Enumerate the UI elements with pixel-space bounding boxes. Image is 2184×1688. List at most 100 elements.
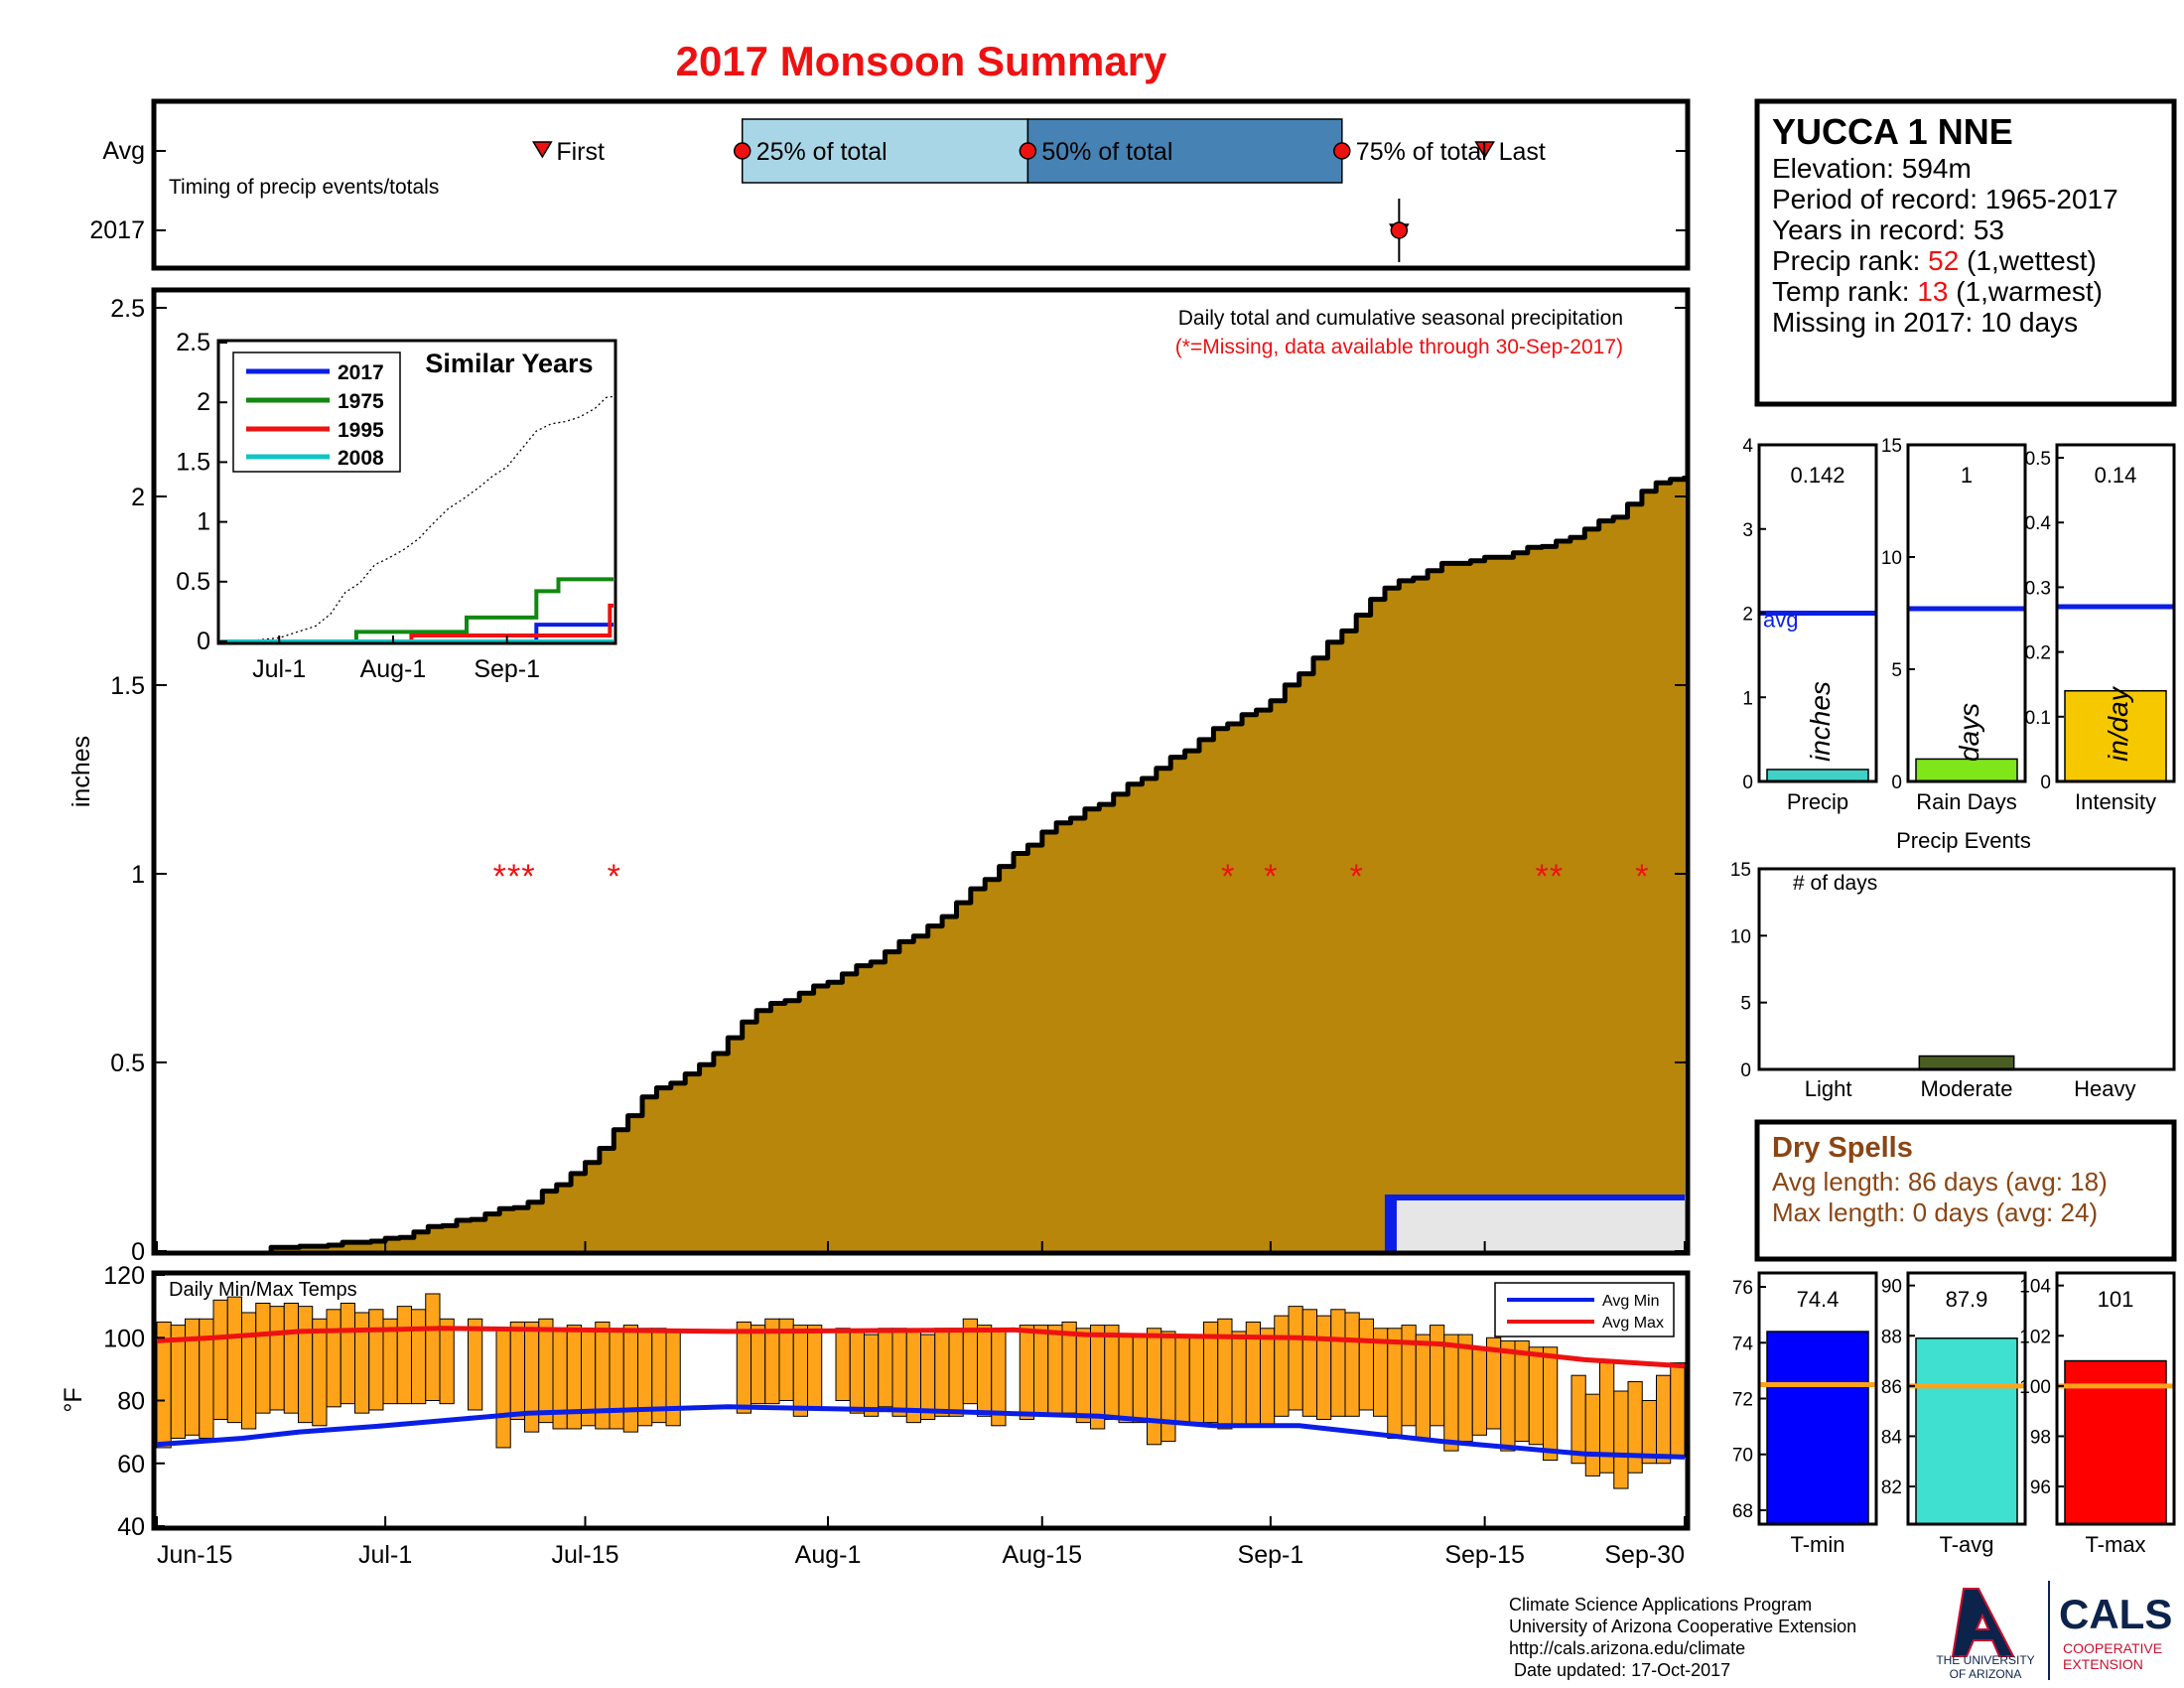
timing-2017-dot [1390,221,1409,239]
obs-2017-bar [1384,1195,1397,1251]
cumulative-line [268,476,1688,1254]
cals-coop1: COOPERATIVE [2063,1640,2162,1656]
inset-legend: 2017 1975 1995 2008 [232,352,401,473]
tbar-ytick-label: 82 [1881,1477,1902,1498]
temp-title: Daily Min/Max Temps [169,1279,357,1301]
temp-range-bar [1104,1325,1120,1420]
main-ytick-label: 1 [131,861,145,889]
temp-range-bar [439,1318,455,1405]
figure-title: 2017 Monsoon Summary [676,38,1167,84]
temp-range-bar [1174,1336,1190,1424]
mini-ytick-label: 0.4 [2025,513,2052,534]
tbar-ytick-label: 68 [1732,1501,1753,1522]
tbar-ytick-label: 70 [1732,1446,1753,1467]
mini-value-intensity: 0.14 [2095,463,2137,488]
temp-range-bar [736,1321,751,1414]
mini-ytick-label: 4 [1742,436,1753,457]
ua-logo: THE UNIVERSITY OF ARIZONA [1936,1588,2035,1681]
missing-marker: * [1221,858,1234,896]
station-info-box: YUCCA 1 NNE Elevation: 594m Period of re… [1754,98,2177,407]
main-axes: 0 0.5 1 1.5 2 2.5 [110,295,1688,1266]
temp-range-bar [411,1309,427,1405]
temp-range-bar [1330,1309,1346,1417]
main-missing-note: (*=Missing, data available through 30-Se… [1175,336,1623,358]
timing-q2-box [1026,118,1343,184]
mini-unit-precip: inches [1805,681,1836,762]
missing-marker: * [1264,858,1277,896]
mini-value-precip: 0.142 [1790,463,1844,488]
ua-logo-top: THE UNIVERSITY [1936,1653,2034,1667]
temp-range-bar [948,1328,964,1417]
dry-avg-length: Avg length: 86 days (avg: 18) [1772,1167,2108,1196]
tbar-xlabel-tmax: T-max [2085,1532,2145,1557]
inset-xtick-label: Jul-1 [252,655,306,683]
main-precip-panel: * * * * * * * * * * 00.511.522.5 inches Daily tot… [68,287,1691,1266]
mini-ytick-label: 1 [1742,688,1753,709]
timing-q25-marker [733,142,751,160]
tbar-tavg [1915,1337,2018,1525]
events-frame [1757,867,2176,1071]
legend-label-1995: 1995 [338,419,384,442]
temp-range-bar [1344,1312,1360,1417]
station-name: YUCCA 1 NNE [1772,111,2013,152]
tbar-tmin [1766,1331,1869,1525]
footer-line4: Date updated: 17-Oct-2017 [1509,1660,1730,1680]
xtick-label: Jun-15 [157,1541,232,1569]
timing-q75-label: 75% of total [1356,138,1487,166]
tbar-ytick-label: 98 [2030,1427,2051,1448]
missing-marker: * [1635,858,1648,896]
events-xlabel: Heavy [2074,1076,2135,1101]
temp-ytick-label: 120 [103,1262,145,1290]
main-ytick-label: 1.5 [110,672,145,700]
missing-marker: * [493,858,506,896]
timing-last-label: Last [1499,138,1546,166]
temp-range-bar [1415,1334,1431,1439]
mini-ytick-label: 0.3 [2025,578,2051,599]
temp-range-bar [835,1328,851,1401]
timing-caption: Timing of precip events/totals [169,176,439,199]
mini-unit-intensity: in/day [2103,685,2133,762]
dry-title: Dry Spells [1772,1132,1913,1164]
station-frame [1754,98,2177,407]
mini-xlabel-precip: Precip [1787,789,1848,814]
temp-range-bar [538,1318,554,1424]
precip-events-panel: Precip Events Light Moderate Heavy 0 5 10 15 #… [1730,828,2176,1101]
legend-label-2017: 2017 [338,361,384,384]
inset-ytick-label: 1.5 [176,448,210,476]
dry-frame [1754,1119,2177,1262]
tbar-xlabel-tavg: T-avg [1939,1532,1993,1557]
inset-xtick-label: Sep-1 [474,655,540,683]
inset-frame [216,339,617,645]
temp-range-bar [1387,1328,1403,1439]
similar-years-inset: 0 0.5 1 1.5 2 2.5 Jul-1 Aug-1 Sep-1 Similar Year… [176,329,617,683]
temp-range-bar [891,1328,907,1417]
inset-ytick-label: 0 [197,628,210,655]
mini-ytick-label: 15 [1881,436,1902,457]
temp-range-bar [751,1325,766,1405]
temp-range-bar [665,1331,681,1427]
ua-a-icon [1951,1588,2015,1657]
tbar-value-tmax: 101 [2098,1287,2134,1312]
temp-range-bar [212,1299,228,1420]
temperature-minicharts: 74.4 T-min 68 70 72 74 76 87.9 T-avg 82 84 86 88 90 10… [1732,1271,2176,1557]
main-ytick-label: 2 [131,484,145,511]
temp-rank-label: Temp rank: [1772,276,1917,307]
cals-coop2: EXTENSION [2063,1656,2143,1672]
temp-range-bar [312,1318,328,1427]
mini-frame-intensity [2055,443,2176,783]
temp-range-bar [468,1318,483,1411]
station-temp-rank: Temp rank: 13 (1,warmest) [1772,276,2103,307]
temperature-panel: 40 60 80 100 120 Jun-15 Jul-1 Jul-15 Aug-1 Aug-15… [60,1262,1691,1569]
temp-range-bar [1430,1325,1445,1427]
temp-range-bar [977,1325,993,1417]
events-ylabel: # of days [1793,872,1877,895]
tbar-value-tmin: 74.4 [1797,1287,1840,1312]
mini-value-raindays: 1 [1961,463,1973,488]
legend-label-2008: 2008 [338,447,384,470]
temp-range-bar [340,1302,355,1405]
tbar-ytick-label: 96 [2030,1477,2051,1498]
footer: Climate Science Applications Program Uni… [1509,1581,2172,1681]
temp-ytick-label: 80 [117,1388,145,1416]
temp-range-bar [1147,1328,1162,1446]
missing-marker: * [1550,858,1563,896]
